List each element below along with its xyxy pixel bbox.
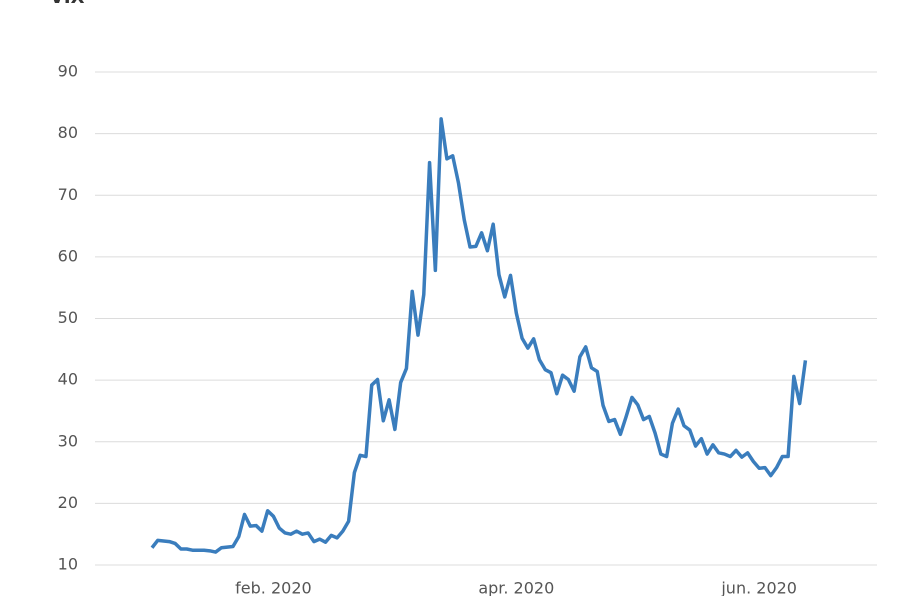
y-tick-label: 60	[58, 246, 78, 265]
y-tick-label: 20	[58, 493, 78, 512]
y-tick-label: 80	[58, 123, 78, 142]
y-tick-label: 10	[58, 555, 78, 574]
x-tick-label: jun. 2020	[720, 579, 797, 596]
chart-title: VIX	[50, 0, 85, 8]
y-tick-label: 30	[58, 431, 78, 450]
y-tick-label: 50	[58, 308, 78, 327]
y-tick-label: 70	[58, 185, 78, 204]
y-tick-label: 90	[58, 62, 78, 81]
x-tick-label: apr. 2020	[478, 579, 554, 596]
y-tick-label: 40	[58, 370, 78, 389]
line-series	[150, 117, 808, 554]
x-tick-label: feb. 2020	[235, 579, 312, 596]
